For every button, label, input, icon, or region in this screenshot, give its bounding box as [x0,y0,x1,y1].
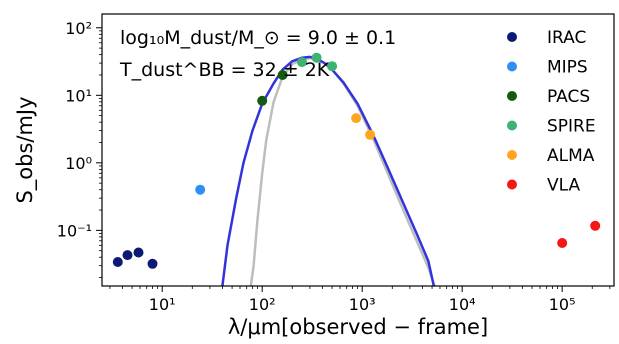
point-irac [133,247,144,258]
y-tick-label: 10¹ [65,86,92,105]
point-irac [122,250,133,261]
point-spire [311,52,322,63]
y-tick-label: 10² [65,19,92,38]
y-tick-label: 10⁰ [65,154,92,173]
point-irac [147,258,158,269]
legend-label-mips: MIPS [547,58,588,78]
y-axis: 10⁻¹ 10⁰ 10¹ 10² [57,19,102,278]
legend-marker-alma [507,150,517,160]
point-irac [112,257,123,267]
legend: IRAC MIPS PACS SPIRE ALMA VLA [507,28,596,196]
x-tick-label: 10¹ [149,295,176,314]
point-spire [327,61,338,72]
point-alma [351,113,362,124]
point-pacs [257,95,268,106]
point-pacs [277,70,288,80]
point-mips [195,184,206,195]
y-axis-label: S_obs/mJy [13,96,38,203]
legend-marker-vla [507,179,517,190]
x-tick-label: 10⁴ [449,295,476,314]
x-tick-label: 10³ [349,295,376,314]
point-alma [365,129,376,140]
legend-marker-mips [507,61,517,72]
x-axis-label: λ/μm[observed − frame] [228,315,488,339]
x-axis: 10¹ 10² 10³ 10⁴ 10⁵ [109,286,611,314]
x-tick-label: 10² [249,295,276,314]
annotation-line-2: T_dust^BB = 32 ± 2K [119,59,330,81]
legend-marker-spire [507,120,517,131]
point-spire [297,57,307,68]
legend-label-pacs: PACS [547,87,590,107]
x-tick-label: 10⁵ [549,295,576,314]
plot-frame [101,13,615,287]
legend-label-irac: IRAC [547,28,586,48]
point-vla [590,220,601,231]
curves-layer [221,55,436,286]
legend-label-vla: VLA [547,176,580,196]
legend-label-alma: ALMA [547,146,595,166]
y-tick-label: 10⁻¹ [57,221,92,240]
points-layer [112,52,601,269]
legend-marker-irac [507,32,517,42]
annotation-line-1: log₁₀M_dust/M_⊙ = 9.0 ± 0.1 [120,27,396,49]
model-curve-1 [249,56,436,286]
legend-marker-pacs [507,91,517,101]
point-vla [557,238,568,248]
legend-label-spire: SPIRE [547,117,596,137]
